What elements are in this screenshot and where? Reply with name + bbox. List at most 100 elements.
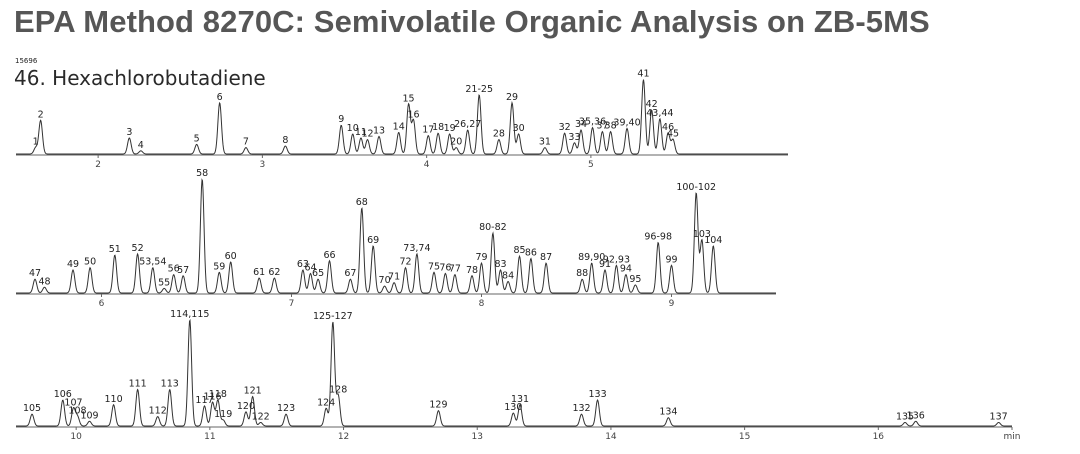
- peak-label: 65: [312, 268, 324, 279]
- peak-label: 2: [38, 109, 44, 120]
- peak-label: 55: [158, 277, 170, 288]
- peak-label: 131: [511, 394, 529, 405]
- peak-label: 70: [379, 275, 391, 286]
- peak-label: 117: [195, 395, 213, 406]
- peak-label: 132: [572, 403, 590, 414]
- peak-label: 13: [373, 125, 385, 136]
- peak-label: 99: [665, 254, 677, 265]
- peak-label: 116: [203, 391, 221, 402]
- peak-label: 83: [494, 259, 506, 270]
- peak-label: 29: [506, 92, 518, 103]
- peak-label: 14: [393, 121, 405, 132]
- x-tick-label: 10: [70, 432, 82, 442]
- peak-label: 52: [132, 243, 144, 254]
- peak-label: 88: [576, 268, 588, 279]
- peak-label: 113: [161, 378, 179, 389]
- x-tick-label: 16: [873, 432, 885, 442]
- peak-label: 119: [214, 409, 232, 420]
- peak-label: 1: [33, 137, 39, 148]
- peak-label: 12: [361, 129, 373, 140]
- peak-label: 111: [129, 378, 147, 389]
- chromatogram-trace: [16, 318, 1012, 427]
- peak-label: 75: [428, 261, 440, 272]
- peak-label: 60: [225, 251, 237, 262]
- peak-label: 84: [502, 271, 514, 282]
- peak-label: 19: [444, 123, 456, 134]
- peak-label: 79: [475, 252, 487, 263]
- peak-label: 9: [338, 114, 344, 125]
- peak-label: 46: [662, 122, 674, 133]
- peak-label: 37: [596, 121, 608, 132]
- x-tick-label: 12: [338, 432, 349, 442]
- peak-label: 68: [356, 197, 368, 208]
- peak-label: 30: [513, 123, 525, 134]
- peak-label: 43,44: [646, 108, 673, 119]
- x-tick-label: 15: [739, 432, 750, 442]
- peak-label: 64: [304, 262, 316, 273]
- peak-label: 58: [196, 168, 208, 179]
- peak-label: 66: [323, 250, 335, 261]
- peak-label: 33: [568, 132, 580, 143]
- peak-label: 87: [540, 252, 552, 263]
- x-tick-label: 13: [472, 432, 483, 442]
- peak-label: 106: [54, 389, 72, 400]
- peak-label: 122: [252, 411, 270, 422]
- peak-label: 124: [317, 397, 335, 408]
- peak-label: 71: [388, 272, 400, 283]
- peak-label: 31: [539, 137, 551, 148]
- peak-label: 11: [355, 127, 367, 138]
- peak-label: 6: [217, 92, 223, 103]
- peak-label: 59: [213, 261, 225, 272]
- peak-label: 3: [126, 127, 132, 138]
- peak-label: 62: [268, 267, 280, 278]
- peak-label: 103: [693, 229, 711, 240]
- peak-label: 105: [23, 403, 41, 414]
- peak-label: 18: [432, 122, 444, 133]
- x-tick-label: 14: [605, 432, 617, 442]
- peak-label: 26,27: [454, 119, 481, 130]
- x-tick-label: min: [1004, 432, 1021, 442]
- peak-label: 67: [344, 268, 356, 279]
- peak-label: 7: [243, 137, 249, 148]
- peak-label: 10: [347, 123, 359, 134]
- peak-label: 95: [629, 274, 641, 285]
- peak-label: 104: [704, 235, 722, 246]
- peak-label: 17: [422, 125, 434, 136]
- peak-label: 56: [168, 264, 180, 275]
- x-tick-label: 2: [95, 160, 101, 170]
- peak-label: 76: [439, 262, 451, 273]
- peak-label: 20: [450, 137, 462, 148]
- peak-label: 8: [282, 135, 288, 146]
- x-tick-label: 7: [289, 299, 295, 309]
- peak-label: 15: [403, 93, 415, 104]
- peak-label: 108: [68, 406, 86, 417]
- peak-label: 5: [194, 133, 200, 144]
- peak-label: 47: [29, 268, 41, 279]
- peak-label: 16: [407, 109, 419, 120]
- peak-label: 45: [667, 129, 679, 140]
- peak-label: 49: [67, 259, 79, 270]
- peak-label: 51: [109, 244, 121, 255]
- peak-label: 32: [559, 122, 571, 133]
- page-title: EPA Method 8270C: Semivolatile Organic A…: [14, 4, 930, 39]
- peak-label: 133: [588, 389, 606, 400]
- peak-label: 39,40: [613, 117, 640, 128]
- x-tick-label: 8: [479, 299, 485, 309]
- peak-label: 123: [277, 403, 295, 414]
- peak-label: 137: [990, 411, 1008, 422]
- peak-label: 57: [177, 265, 189, 276]
- x-tick-label: 3: [260, 160, 266, 170]
- peak-label: 100-102: [676, 182, 716, 193]
- peak-label: 89,90: [578, 252, 605, 263]
- peak-label: 125-127: [313, 311, 353, 322]
- peak-label: 35,36: [579, 117, 606, 128]
- peak-label: 85: [513, 245, 525, 256]
- peak-label: 78: [466, 265, 478, 276]
- peak-label: 48: [38, 276, 50, 287]
- peak-label: 21-25: [465, 84, 493, 95]
- peak-label: 50: [84, 257, 96, 268]
